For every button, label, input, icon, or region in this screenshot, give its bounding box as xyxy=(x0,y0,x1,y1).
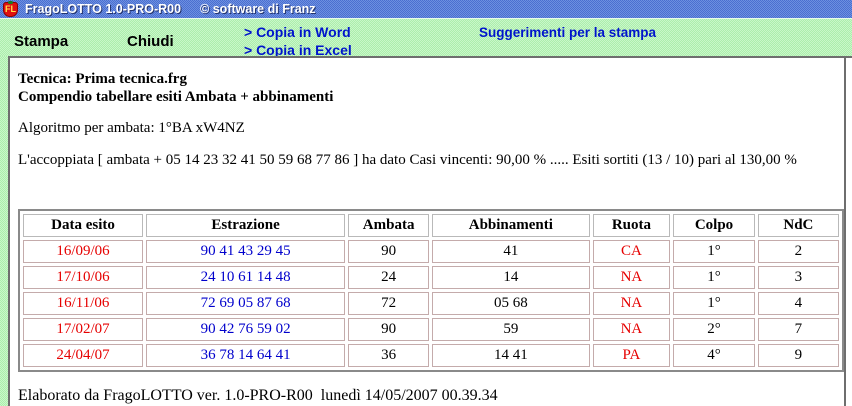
column-header-abbinamenti: Abbinamenti xyxy=(432,214,590,237)
cell-abbinamenti: 05 68 xyxy=(432,292,590,315)
cell-ambata: 90 xyxy=(348,318,430,341)
cell-date: 17/02/07 xyxy=(23,318,144,341)
column-header-estrazione: Estrazione xyxy=(146,214,346,237)
cell-ndc: 3 xyxy=(757,266,839,289)
cell-ambata: 24 xyxy=(348,266,430,289)
compendio-heading: Compendio tabellare esiti Ambata + abbin… xyxy=(18,89,334,105)
elaborato-footer: Elaborato da FragoLOTTO ver. 1.0-PRO-R00… xyxy=(18,387,498,404)
cell-ndc: 7 xyxy=(757,318,839,341)
table-row: 16/09/06 90 41 43 29 45 90 41 CA 1° 2 xyxy=(23,240,839,263)
suggerimenti-stampa-link[interactable]: Suggerimenti per la stampa xyxy=(479,25,657,40)
panel-left-border xyxy=(8,58,10,406)
left-green-strip xyxy=(0,56,8,406)
cell-abbinamenti: 59 xyxy=(432,318,590,341)
cell-date: 17/10/06 xyxy=(23,266,144,289)
accoppiata-stats-line: L'accoppiata [ ambata + 05 14 23 32 41 5… xyxy=(18,152,797,168)
table-row: 17/02/07 90 42 76 59 02 90 59 NA 2° 7 xyxy=(23,318,839,341)
cell-colpo: 4° xyxy=(673,344,755,367)
cell-ndc: 4 xyxy=(757,292,839,315)
cell-abbinamenti: 14 41 xyxy=(432,344,590,367)
panel-right-border xyxy=(844,58,846,406)
cell-ndc: 9 xyxy=(757,344,839,367)
table-row: 17/10/06 24 10 61 14 48 24 14 NA 1° 3 xyxy=(23,266,839,289)
report-panel: Tecnica: Prima tecnica.frg Compendio tab… xyxy=(10,58,844,406)
cell-abbinamenti: 41 xyxy=(432,240,590,263)
cell-abbinamenti: 14 xyxy=(432,266,590,289)
cell-estrazione: 90 42 76 59 02 xyxy=(146,318,346,341)
cell-ambata: 72 xyxy=(348,292,430,315)
cell-ruota: NA xyxy=(592,318,671,341)
cell-date: 16/09/06 xyxy=(23,240,144,263)
cell-ruota: NA xyxy=(592,292,671,315)
cell-ruota: CA xyxy=(592,240,671,263)
cell-ambata: 90 xyxy=(348,240,430,263)
copia-in-word-link[interactable]: > Copia in Word xyxy=(244,24,351,40)
window-subtitle: © software di Franz xyxy=(200,2,316,16)
cell-date: 16/11/06 xyxy=(23,292,144,315)
results-table-body: 16/09/06 90 41 43 29 45 90 41 CA 1° 2 17/10/06 2… xyxy=(23,240,839,367)
column-header-date: Data esito xyxy=(23,214,144,237)
chiudi-button[interactable]: Chiudi xyxy=(127,33,174,50)
toolbar: Stampa Chiudi > Copia in Word > Copia in… xyxy=(0,18,852,58)
algoritmo-line: Algoritmo per ambata: 1°BA xW4NZ xyxy=(18,120,245,136)
cell-estrazione: 36 78 14 64 41 xyxy=(146,344,346,367)
window-title: FragoLOTTO 1.0-PRO-R00 xyxy=(25,2,182,16)
cell-colpo: 1° xyxy=(673,292,755,315)
cell-ruota: PA xyxy=(592,344,671,367)
copia-in-excel-link[interactable]: > Copia in Excel xyxy=(244,42,352,58)
column-header-ndc: NdC xyxy=(757,214,839,237)
table-row: 16/11/06 72 69 05 87 68 72 05 68 NA 1° 4 xyxy=(23,292,839,315)
cell-estrazione: 72 69 05 87 68 xyxy=(146,292,346,315)
cell-ambata: 36 xyxy=(348,344,430,367)
cell-ndc: 2 xyxy=(757,240,839,263)
results-table: Data esito Estrazione Ambata Abbinamenti Ruo… xyxy=(18,209,844,372)
table-header-row: Data esito Estrazione Ambata Abbinamenti Ruo… xyxy=(23,214,839,237)
cell-colpo: 1° xyxy=(673,266,755,289)
column-header-colpo: Colpo xyxy=(673,214,755,237)
tecnica-heading: Tecnica: Prima tecnica.frg xyxy=(18,71,187,87)
app-strawberry-icon: FL xyxy=(3,0,18,17)
table-row: 24/04/07 36 78 14 64 41 36 14 41 PA 4° 9 xyxy=(23,344,839,367)
column-header-ambata: Ambata xyxy=(348,214,430,237)
column-header-ruota: Ruota xyxy=(592,214,671,237)
panel-top-border xyxy=(8,56,852,58)
cell-ruota: NA xyxy=(592,266,671,289)
cell-estrazione: 90 41 43 29 45 xyxy=(146,240,346,263)
cell-date: 24/04/07 xyxy=(23,344,144,367)
title-bar: FL FragoLOTTO 1.0-PRO-R00 © software di … xyxy=(0,0,852,18)
cell-colpo: 1° xyxy=(673,240,755,263)
cell-estrazione: 24 10 61 14 48 xyxy=(146,266,346,289)
cell-colpo: 2° xyxy=(673,318,755,341)
stampa-button[interactable]: Stampa xyxy=(14,33,69,50)
